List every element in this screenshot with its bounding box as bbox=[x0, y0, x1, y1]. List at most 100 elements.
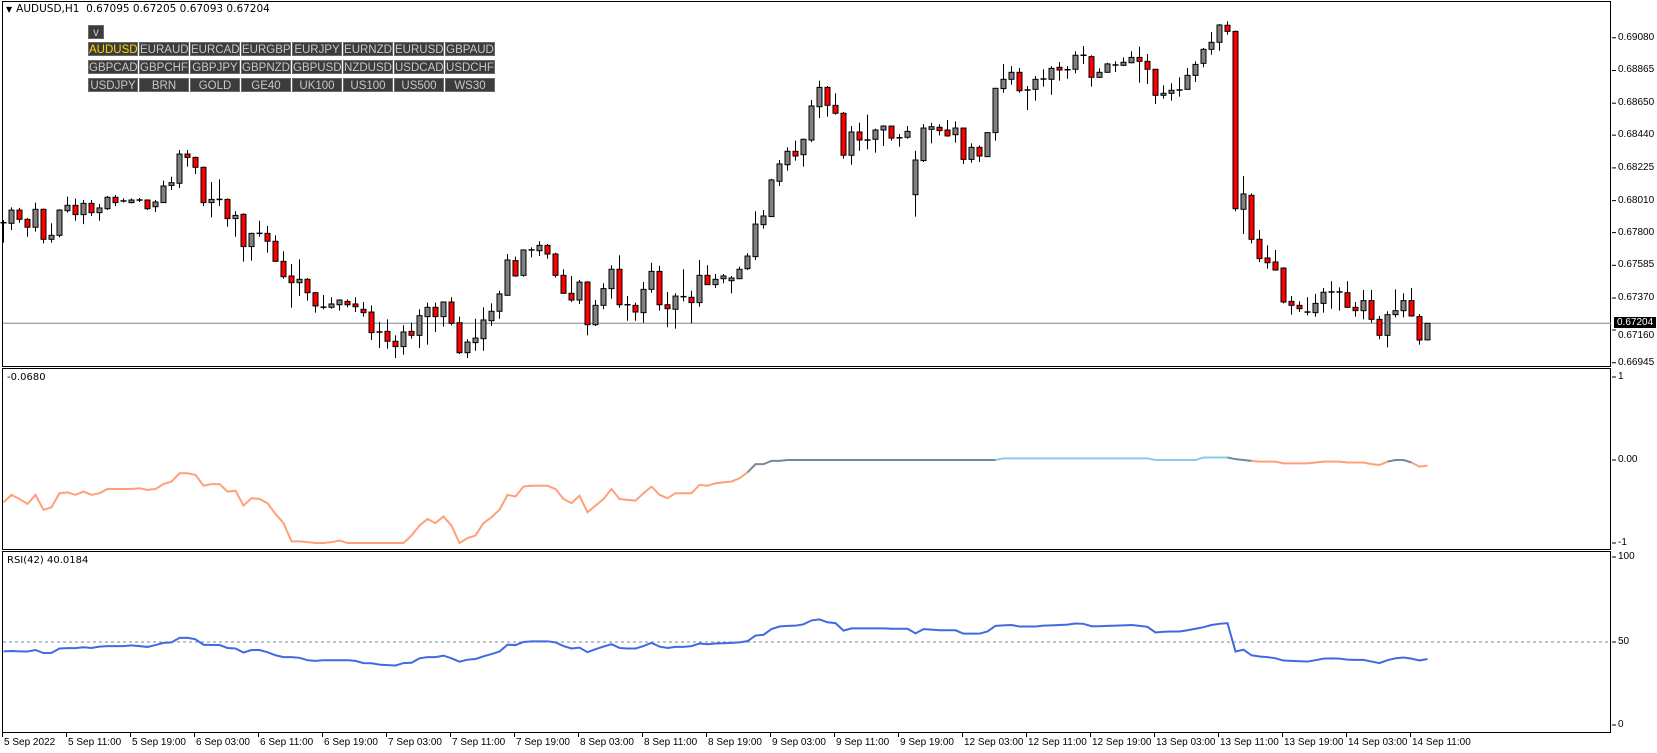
rsi-pane[interactable] bbox=[2, 551, 1611, 733]
candle-body bbox=[416, 315, 423, 336]
candle bbox=[264, 226, 271, 253]
symbol-button-usdchf[interactable]: USDCHF bbox=[445, 60, 495, 74]
candle-body bbox=[696, 274, 703, 304]
symbol-button-gbpcad[interactable]: GBPCAD bbox=[88, 60, 138, 74]
candle bbox=[560, 269, 567, 294]
candle bbox=[1024, 86, 1031, 111]
candle bbox=[768, 178, 775, 218]
candle-body bbox=[1224, 24, 1231, 32]
candle bbox=[704, 265, 711, 286]
time-axis-label: 5 Sep 19:00 bbox=[132, 737, 186, 748]
candle bbox=[904, 126, 911, 139]
candle-body bbox=[1360, 300, 1367, 312]
time-axis-label: 7 Sep 03:00 bbox=[388, 737, 442, 748]
candle bbox=[632, 302, 639, 321]
candle-body bbox=[96, 207, 103, 214]
candle-body bbox=[32, 208, 39, 228]
candle-body bbox=[816, 86, 823, 108]
candle bbox=[1096, 68, 1103, 78]
time-axis-tick bbox=[66, 733, 67, 737]
candle-body bbox=[368, 311, 375, 334]
candle-body bbox=[240, 213, 247, 248]
symbol-button-eurgbp[interactable]: EURGBP bbox=[241, 42, 291, 56]
symbol-button-eurnzd[interactable]: EURNZD bbox=[343, 42, 393, 56]
candle-body bbox=[64, 204, 71, 212]
symbol-button-gbpnzd[interactable]: GBPNZD bbox=[241, 60, 291, 74]
candle-body bbox=[960, 127, 967, 160]
candle-body bbox=[944, 129, 951, 137]
candle bbox=[272, 235, 279, 262]
symbol-button-audusd[interactable]: AUDUSD bbox=[88, 42, 138, 56]
candle-body bbox=[1096, 71, 1103, 78]
candle-body bbox=[1296, 304, 1303, 310]
candle-body bbox=[1280, 267, 1287, 303]
candle-body bbox=[1392, 310, 1399, 316]
candle bbox=[656, 265, 663, 311]
candle-body bbox=[1248, 194, 1255, 240]
candle bbox=[1376, 315, 1383, 340]
symbol-button-ge40[interactable]: GE40 bbox=[241, 78, 291, 92]
candle-body bbox=[448, 301, 455, 324]
candle bbox=[1016, 68, 1023, 93]
symbol-button-us100[interactable]: US100 bbox=[343, 78, 393, 92]
symbol-button-usdcad[interactable]: USDCAD bbox=[394, 60, 444, 74]
time-axis-label: 6 Sep 19:00 bbox=[324, 737, 378, 748]
candle-body bbox=[824, 86, 831, 106]
symbol-button-gold[interactable]: GOLD bbox=[190, 78, 240, 92]
candle bbox=[744, 253, 751, 271]
symbol-button-nzdusd[interactable]: NZDUSD bbox=[343, 60, 393, 74]
symbol-button-euraud[interactable]: EURAUD bbox=[139, 42, 189, 56]
candle bbox=[56, 209, 63, 238]
symbol-button-uk100[interactable]: UK100 bbox=[292, 78, 342, 92]
time-axis-tick bbox=[1282, 733, 1283, 737]
oscillator-pane[interactable] bbox=[2, 368, 1611, 550]
symbol-button-ws30[interactable]: WS30 bbox=[445, 78, 495, 92]
time-axis-tick bbox=[1218, 733, 1219, 737]
candle-body bbox=[1272, 261, 1279, 271]
candle bbox=[1224, 21, 1231, 35]
candle bbox=[88, 200, 95, 216]
candle-body bbox=[1008, 71, 1015, 80]
candle bbox=[176, 149, 183, 188]
candle bbox=[848, 126, 855, 165]
symbol-button-eurcad[interactable]: EURCAD bbox=[190, 42, 240, 56]
symbol-button-brn[interactable]: BRN bbox=[139, 78, 189, 92]
candle bbox=[832, 93, 839, 115]
symbol-button-gbpjpy[interactable]: GBPJPY bbox=[190, 60, 240, 74]
candle-body bbox=[512, 260, 519, 277]
collapse-triangle-icon[interactable]: ▼ bbox=[6, 5, 13, 14]
symbol-button-us500[interactable]: US500 bbox=[394, 78, 444, 92]
time-axis-label: 14 Sep 03:00 bbox=[1348, 737, 1408, 748]
candle bbox=[1216, 24, 1223, 51]
candle-body bbox=[384, 330, 391, 342]
symbol-button-eurusd[interactable]: EURUSD bbox=[394, 42, 444, 56]
price-chart-pane[interactable] bbox=[2, 1, 1611, 367]
candle bbox=[608, 265, 615, 299]
time-axis-label: 13 Sep 19:00 bbox=[1284, 737, 1344, 748]
time-axis-tick bbox=[386, 733, 387, 737]
candle-body bbox=[1256, 238, 1263, 260]
candle bbox=[1296, 301, 1303, 313]
candle bbox=[184, 149, 191, 167]
candle bbox=[1424, 322, 1431, 341]
candle-body bbox=[1000, 78, 1007, 90]
time-axis-tick bbox=[514, 733, 515, 737]
time-axis-tick bbox=[898, 733, 899, 737]
candle bbox=[1360, 289, 1367, 320]
candle-body bbox=[480, 319, 487, 340]
candle-body bbox=[296, 278, 303, 284]
candle bbox=[1192, 61, 1199, 83]
symbol-button-gbpaud[interactable]: GBPAUD bbox=[445, 42, 495, 56]
symbol-button-gbpchf[interactable]: GBPCHF bbox=[139, 60, 189, 74]
symbol-button-usdjpy[interactable]: USDJPY bbox=[88, 78, 138, 92]
symbol-panel-toggle-button[interactable]: v bbox=[88, 25, 104, 39]
candle bbox=[320, 294, 327, 310]
candle bbox=[384, 319, 391, 349]
candle-body bbox=[920, 127, 927, 162]
symbol-button-gbpusd[interactable]: GBPUSD bbox=[292, 60, 342, 74]
candle-body bbox=[928, 126, 935, 130]
candle bbox=[1392, 289, 1399, 318]
time-axis-label: 14 Sep 11:00 bbox=[1412, 737, 1471, 748]
symbol-button-eurjpy[interactable]: EURJPY bbox=[292, 42, 342, 56]
candle bbox=[784, 147, 791, 171]
